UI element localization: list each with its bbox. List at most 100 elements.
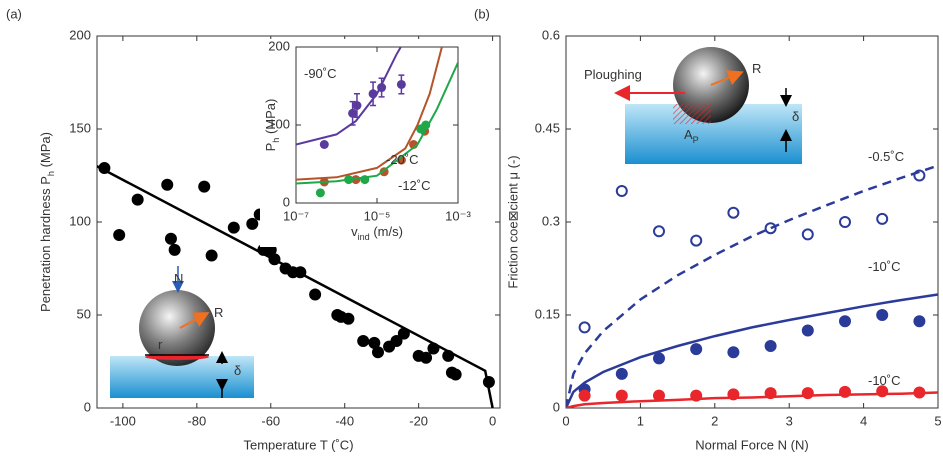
x-tick-label: 3 [786,413,793,428]
diagram-b [614,47,802,164]
y-axis-label-sub: h [46,171,56,176]
annotation-main: r [158,337,163,352]
data-point [839,385,851,398]
x-tick-label: 0 [489,413,496,428]
data-point [690,343,703,356]
annotation: N [174,271,183,286]
x-tick-label: -40 [335,413,354,428]
annotation-main: -10˚C [868,259,901,274]
annotation-main: N [174,271,183,286]
annotation: δ [234,363,241,378]
annotation-main: -12˚C [398,178,431,193]
data-point [876,309,889,321]
annotation-main: δ [792,109,799,124]
data-point [368,336,381,349]
fit-line [566,391,938,408]
annotation-main: δ [234,363,241,378]
x-tick-label: 1 [637,413,644,428]
x-tick-label: -80 [187,413,206,428]
data-point [578,389,591,402]
data-point [390,335,403,348]
y-axis-label-main: Penetration hardness P [38,176,53,312]
data-point [764,222,777,235]
annotation: -10˚C [868,373,901,388]
data-point [839,315,851,328]
y-axis-label-rest: (MPa) [263,99,278,138]
data-point [227,221,240,234]
fit-line [97,165,494,408]
annotation: δ [792,109,799,124]
data-point [348,108,358,118]
data-point [727,346,740,359]
data-point [420,351,433,364]
data-point [801,228,814,241]
y-tick-label: 50 [77,306,91,321]
y-tick-label: 0 [84,399,91,414]
y-tick-label: 0.15 [535,306,560,321]
annotation: -20˚C [386,152,419,167]
data-point [168,243,181,256]
inset-background [260,39,466,247]
annotation-main: Ploughing [584,67,642,82]
data-point [653,225,665,238]
data-point [801,387,814,400]
data-point [801,324,814,337]
annotation-main: -20˚C [386,152,419,167]
plot-frame [565,35,939,409]
y-axis-label: Friction coe⊠cient μ (-) [505,155,520,288]
y-axis-label-sub: h [271,138,281,143]
y-tick-label: 0.45 [535,120,560,135]
plot-frame [295,46,459,204]
annotation-sub: P [693,135,699,145]
data-point [205,249,218,262]
data-point [578,321,591,334]
x-tick-label: 10⁻³ [445,208,471,223]
data-point [315,188,325,198]
data-point [371,346,384,359]
data-point [309,288,322,301]
x-axis-label-main: v [351,224,358,239]
annotation: Ploughing [584,67,642,82]
annotation: r [158,337,163,352]
y-tick-label: 0.6 [542,27,560,42]
x-axis-label: Temperature T (˚C) [243,437,353,452]
data-point [164,232,177,245]
x-tick-label: -60 [261,413,280,428]
data-point [161,178,174,191]
y-tick-label: 200 [268,38,290,53]
x-axis-label: vind (m/s) [351,224,403,242]
data-point [352,101,362,110]
x-axis-label-rest: (m/s) [370,224,403,239]
panel-label: (b) [474,6,490,21]
data-point [690,234,703,247]
diagram-a [110,266,254,398]
x-tick-label: 5 [934,413,941,428]
data-point [396,79,406,89]
data-point [449,368,462,381]
data-point [876,212,889,225]
y-tick-label: 100 [69,213,91,228]
data-point [357,335,370,348]
annotation: -90˚C [304,66,337,81]
x-tick-label: 2 [711,413,718,428]
data-point [246,217,259,230]
data-point [113,229,126,242]
y-axis-label: Ph (MPa) [263,99,281,152]
annotation: R [752,61,761,76]
data-point [653,352,665,365]
fit-line [296,47,443,181]
y-tick-label: 0 [553,399,560,414]
y-tick-label: 100 [268,116,290,131]
y-tick-label: 200 [69,27,91,42]
fit-line [296,47,402,146]
annotation-main: R [752,61,761,76]
y-tick-label: 0 [283,194,290,209]
y-axis-label: Penetration hardness Ph (MPa) [38,132,56,312]
data-point [615,389,628,402]
x-tick-label: -100 [110,413,136,428]
x-tick-label: 0 [562,413,569,428]
data-point [342,312,355,325]
data-point [764,340,777,352]
annotation: -10˚C [868,259,901,274]
